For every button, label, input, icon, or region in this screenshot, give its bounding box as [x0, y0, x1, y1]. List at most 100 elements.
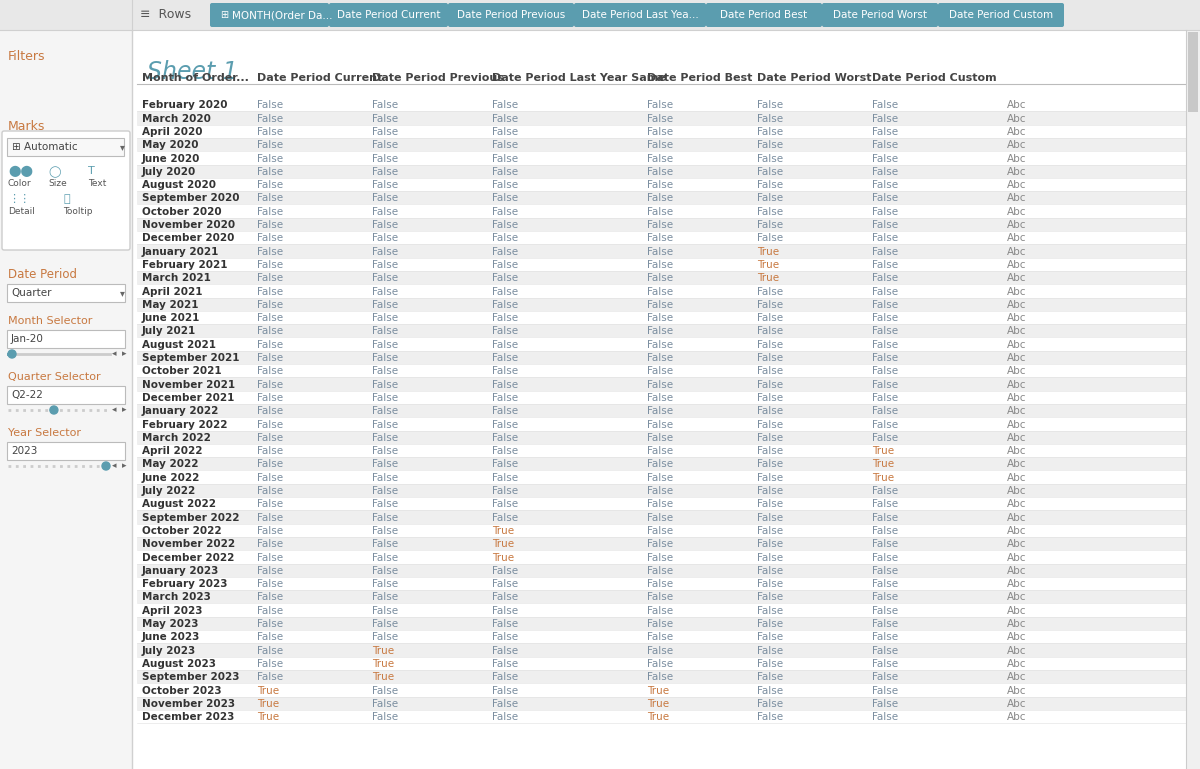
Text: False: False	[872, 287, 898, 297]
Text: False: False	[372, 180, 398, 190]
Text: False: False	[372, 140, 398, 150]
Text: False: False	[872, 513, 898, 523]
Text: Abc: Abc	[1007, 486, 1026, 496]
Circle shape	[8, 350, 16, 358]
Text: Date Period Previous: Date Period Previous	[457, 10, 565, 20]
Text: False: False	[492, 247, 518, 257]
Text: False: False	[257, 233, 283, 243]
Text: December 2021: December 2021	[142, 393, 234, 403]
Bar	[7, 442, 125, 460]
Text: False: False	[647, 140, 673, 150]
Text: Abc: Abc	[1007, 114, 1026, 124]
Text: ⊞ Automatic: ⊞ Automatic	[12, 142, 78, 152]
Text: False: False	[647, 313, 673, 323]
Text: Quarter Selector: Quarter Selector	[8, 372, 101, 382]
Text: False: False	[647, 340, 673, 350]
Text: False: False	[372, 380, 398, 390]
FancyBboxPatch shape	[2, 131, 130, 250]
Text: False: False	[492, 473, 518, 483]
Circle shape	[50, 406, 58, 414]
Text: Abc: Abc	[1007, 539, 1026, 549]
Bar	[137, 431, 1186, 444]
Text: False: False	[492, 699, 518, 709]
Text: False: False	[372, 313, 398, 323]
Text: Abc: Abc	[1007, 154, 1026, 164]
Text: Abc: Abc	[1007, 579, 1026, 589]
Text: ▸: ▸	[122, 349, 126, 358]
Text: False: False	[257, 380, 283, 390]
Text: Filters: Filters	[8, 50, 46, 63]
Text: False: False	[372, 566, 398, 576]
Text: False: False	[757, 446, 784, 456]
Text: False: False	[492, 180, 518, 190]
Text: June 2022: June 2022	[142, 473, 200, 483]
Text: False: False	[872, 180, 898, 190]
Text: False: False	[757, 287, 784, 297]
Text: False: False	[872, 340, 898, 350]
Text: False: False	[872, 592, 898, 602]
Text: False: False	[757, 659, 784, 669]
Text: True: True	[372, 646, 394, 656]
Text: False: False	[257, 300, 283, 310]
Text: False: False	[757, 167, 784, 177]
Text: False: False	[257, 353, 283, 363]
Text: June 2020: June 2020	[142, 154, 200, 164]
FancyBboxPatch shape	[329, 3, 448, 27]
Text: Abc: Abc	[1007, 552, 1026, 562]
Text: False: False	[872, 273, 898, 283]
Text: False: False	[872, 672, 898, 682]
Text: Abc: Abc	[1007, 446, 1026, 456]
Text: False: False	[757, 619, 784, 629]
Text: False: False	[492, 167, 518, 177]
Text: False: False	[872, 632, 898, 642]
Text: Detail: Detail	[8, 207, 35, 216]
Text: June 2023: June 2023	[142, 632, 200, 642]
Text: False: False	[257, 592, 283, 602]
Text: False: False	[257, 100, 283, 110]
Text: February 2021: February 2021	[142, 260, 228, 270]
Text: Marks: Marks	[8, 120, 46, 133]
Bar	[137, 564, 1186, 577]
Text: False: False	[872, 646, 898, 656]
Text: Date Period Custom: Date Period Custom	[872, 73, 997, 83]
Text: Month of Order...: Month of Order...	[142, 73, 248, 83]
Text: Abc: Abc	[1007, 366, 1026, 376]
Text: ◯: ◯	[48, 166, 60, 178]
Text: May 2023: May 2023	[142, 619, 198, 629]
Text: March 2023: March 2023	[142, 592, 211, 602]
Text: False: False	[372, 592, 398, 602]
Text: True: True	[257, 685, 280, 695]
Text: False: False	[257, 446, 283, 456]
Text: ≡  Rows: ≡ Rows	[140, 8, 191, 22]
Text: False: False	[257, 167, 283, 177]
Text: False: False	[257, 127, 283, 137]
Text: Abc: Abc	[1007, 380, 1026, 390]
Text: Color: Color	[8, 179, 31, 188]
Text: False: False	[757, 100, 784, 110]
Text: False: False	[257, 114, 283, 124]
Text: False: False	[372, 260, 398, 270]
Text: False: False	[372, 406, 398, 416]
Text: False: False	[647, 526, 673, 536]
Text: False: False	[372, 499, 398, 509]
Bar	[137, 138, 1186, 151]
Text: False: False	[492, 406, 518, 416]
Text: False: False	[372, 420, 398, 430]
Text: False: False	[647, 420, 673, 430]
Text: False: False	[372, 220, 398, 230]
Text: Abc: Abc	[1007, 433, 1026, 443]
Text: Abc: Abc	[1007, 459, 1026, 469]
Text: Date Period Custom: Date Period Custom	[949, 10, 1054, 20]
Text: False: False	[492, 313, 518, 323]
Text: Abc: Abc	[1007, 194, 1026, 204]
Text: False: False	[257, 260, 283, 270]
Text: False: False	[372, 579, 398, 589]
Text: False: False	[647, 446, 673, 456]
Bar	[137, 298, 1186, 311]
Text: True: True	[492, 552, 514, 562]
Text: May 2020: May 2020	[142, 140, 198, 150]
Text: True: True	[647, 712, 670, 722]
Text: False: False	[492, 207, 518, 217]
Text: Abc: Abc	[1007, 167, 1026, 177]
Text: Abc: Abc	[1007, 127, 1026, 137]
